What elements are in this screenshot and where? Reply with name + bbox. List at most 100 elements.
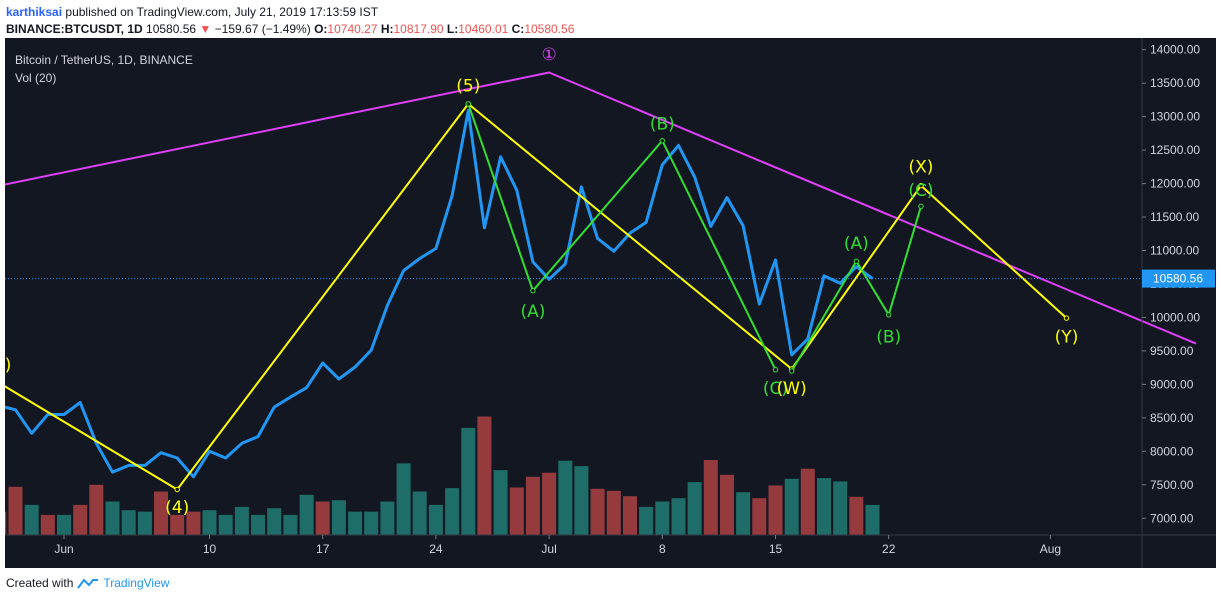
volume-bar (493, 470, 508, 535)
volume-bar (57, 514, 71, 535)
wave-point (853, 258, 859, 264)
volume-bar (89, 484, 104, 535)
volume-bar (234, 506, 249, 535)
x-tick-label: 17 (316, 542, 330, 556)
volume-bar (687, 482, 702, 535)
wave-point (1063, 315, 1070, 321)
green-wave-line (467, 103, 777, 371)
volume-bar (299, 494, 314, 535)
symbol-header: BINANCE:BTCUSDT, 1D 10580.56 ▼ −159.67 (… (6, 22, 574, 36)
volume-bar (73, 504, 88, 535)
volume-bar (137, 511, 152, 535)
y-tick-label: 11500.00 (1150, 210, 1199, 224)
volume-bar (655, 501, 670, 535)
wave-label: (X) (909, 158, 934, 178)
x-tick-label: Jun (54, 542, 73, 556)
y-tick-label: 9000.00 (1150, 377, 1194, 391)
volume-bar (251, 514, 265, 535)
x-tick-label: 15 (769, 542, 783, 556)
volume-bar (428, 504, 443, 535)
volume-bar (5, 511, 7, 535)
wave-label: (C) (763, 379, 788, 399)
volume-bar (590, 488, 605, 535)
volume-bar (121, 510, 136, 535)
chart-background (5, 38, 1216, 568)
created-with-label: Created with (6, 576, 74, 590)
wave-point (174, 486, 180, 493)
x-tick-label: 22 (882, 542, 896, 556)
volume-bar (267, 508, 282, 535)
volume-bar (671, 498, 686, 535)
volume-bar (8, 486, 23, 535)
wave-label: (A) (520, 302, 545, 322)
low-value: 10460.01 (458, 22, 509, 36)
y-tick-label: 8000.00 (1150, 444, 1194, 458)
wave-label: (B) (876, 328, 901, 348)
wave-label: (Y) (1055, 328, 1079, 348)
volume-bar (380, 501, 395, 535)
volume-bar (364, 511, 379, 535)
trendline (5, 71, 1197, 345)
volume-bar (170, 514, 185, 535)
volume-bar (40, 514, 55, 535)
yellow-wave-line (5, 102, 1068, 491)
volume-bar (218, 514, 233, 535)
legend-volume: Vol (20) (15, 71, 56, 85)
high-value: 10817.90 (393, 22, 444, 36)
tradingview-logo-icon (77, 578, 99, 589)
wave-label: (B) (650, 115, 675, 135)
volume-bar (412, 491, 427, 535)
volume-bars (5, 416, 880, 535)
volume-bar (574, 466, 589, 535)
publish-header: karthiksai published on TradingView.com,… (6, 5, 378, 19)
y-tick-label: 8500.00 (1150, 411, 1194, 425)
volume-bar (105, 501, 120, 535)
volume-bar (331, 500, 346, 535)
price-change: −159.67 (−1.49%) (214, 22, 311, 36)
x-tick-label: Jul (541, 542, 556, 556)
last-price: 10580.56 (146, 22, 197, 36)
wave-label: ① (541, 45, 556, 65)
x-tick-label: Aug (1040, 542, 1061, 556)
volume-bar (154, 491, 168, 535)
volume-bar (461, 427, 476, 535)
volume-bar (525, 476, 540, 535)
volume-bar (283, 514, 298, 535)
y-tick-label: 14000.00 (1150, 43, 1200, 57)
symbol-name: BINANCE:BTCUSDT, 1D (6, 22, 143, 36)
price-chart[interactable]: (3)(4)(5)①(B)(A)(C)(W)(A)(B)(X)(C)(Y) Bi… (5, 38, 1216, 568)
volume-bar (477, 416, 492, 535)
y-tick-label: 12500.00 (1150, 143, 1200, 157)
volume-bar (623, 496, 637, 535)
chart-lines (5, 71, 1197, 493)
tradingview-brand[interactable]: TradingView (103, 576, 170, 590)
wave-label: (3) (5, 356, 11, 376)
price-tag-label: 10580.56 (1153, 272, 1203, 286)
green-wave-line (790, 206, 922, 372)
x-tick-label: 10 (203, 542, 217, 556)
y-tick-label: 7000.00 (1150, 511, 1194, 525)
volume-bar (186, 511, 201, 535)
volume-bar (558, 460, 573, 535)
price-tag (1142, 269, 1215, 288)
volume-bar (768, 485, 783, 535)
volume-bar (639, 506, 654, 535)
down-arrow-icon: ▼ (199, 22, 212, 36)
wave-point (918, 203, 924, 210)
volume-bar (202, 510, 217, 535)
footer: Created with TradingView (6, 576, 169, 590)
wave-point (465, 101, 471, 107)
close-label: C: (511, 22, 525, 36)
wave-label: (5) (456, 77, 480, 97)
wave-label: (C) (908, 181, 933, 201)
volume-bar (445, 488, 460, 535)
author-name[interactable]: karthiksai (6, 5, 63, 19)
wave-point (789, 368, 795, 374)
wave-label: (4) (165, 498, 189, 518)
volume-bar (817, 478, 831, 535)
volume-bar (509, 487, 524, 535)
wave-point (530, 288, 536, 294)
volume-bar (752, 498, 767, 535)
published-text: published on TradingView.com, July 21, 2… (65, 5, 379, 19)
x-tick-label: 24 (429, 542, 443, 556)
